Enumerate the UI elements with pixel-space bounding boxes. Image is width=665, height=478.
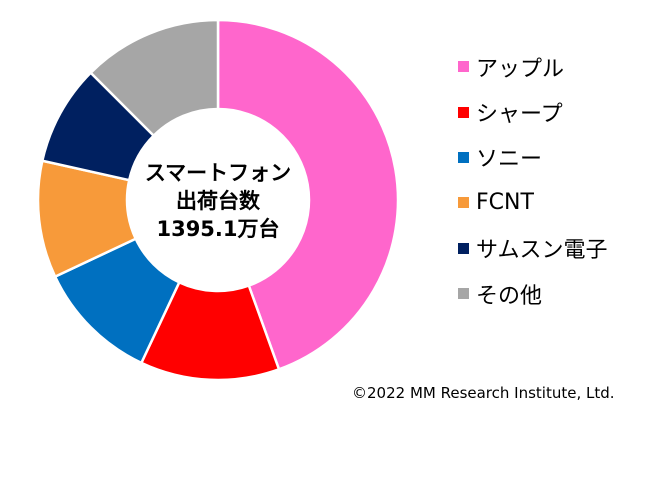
donut-slices	[36, 18, 400, 382]
legend-label: その他	[476, 283, 543, 309]
legend-swatch	[458, 151, 469, 163]
center-label-line-1: スマートフォン	[145, 161, 291, 185]
legend-item-sony: ソニー	[458, 135, 608, 180]
legend: アップル シャープ ソニー FCNT サムスン電子 その他	[458, 44, 608, 316]
copyright-text: ©2022 MM Research Institute, Ltd.	[352, 384, 615, 402]
legend-label: ソニー	[476, 147, 543, 173]
legend-swatch	[458, 242, 469, 254]
legend-swatch	[458, 288, 469, 300]
center-label-line-3: 1395.1万台	[156, 217, 279, 241]
donut-chart: スマートフォン 出荷台数 1395.1万台	[36, 18, 400, 382]
legend-item-other: その他	[458, 271, 608, 316]
legend-swatch	[458, 197, 469, 209]
legend-label: FCNT	[476, 190, 534, 216]
legend-item-sharp: シャープ	[458, 89, 608, 134]
legend-item-fcnt: FCNT	[458, 180, 608, 225]
center-label-line-2: 出荷台数	[176, 189, 261, 213]
legend-swatch	[458, 106, 469, 118]
legend-label: シャープ	[476, 102, 563, 128]
legend-item-samsung: サムスン電子	[458, 226, 608, 271]
slice-other	[89, 18, 220, 137]
legend-label: サムスン電子	[476, 238, 608, 264]
legend-swatch	[458, 61, 469, 73]
legend-item-apple: アップル	[458, 44, 608, 89]
slice-apple	[216, 18, 400, 371]
legend-label: アップル	[476, 56, 565, 82]
